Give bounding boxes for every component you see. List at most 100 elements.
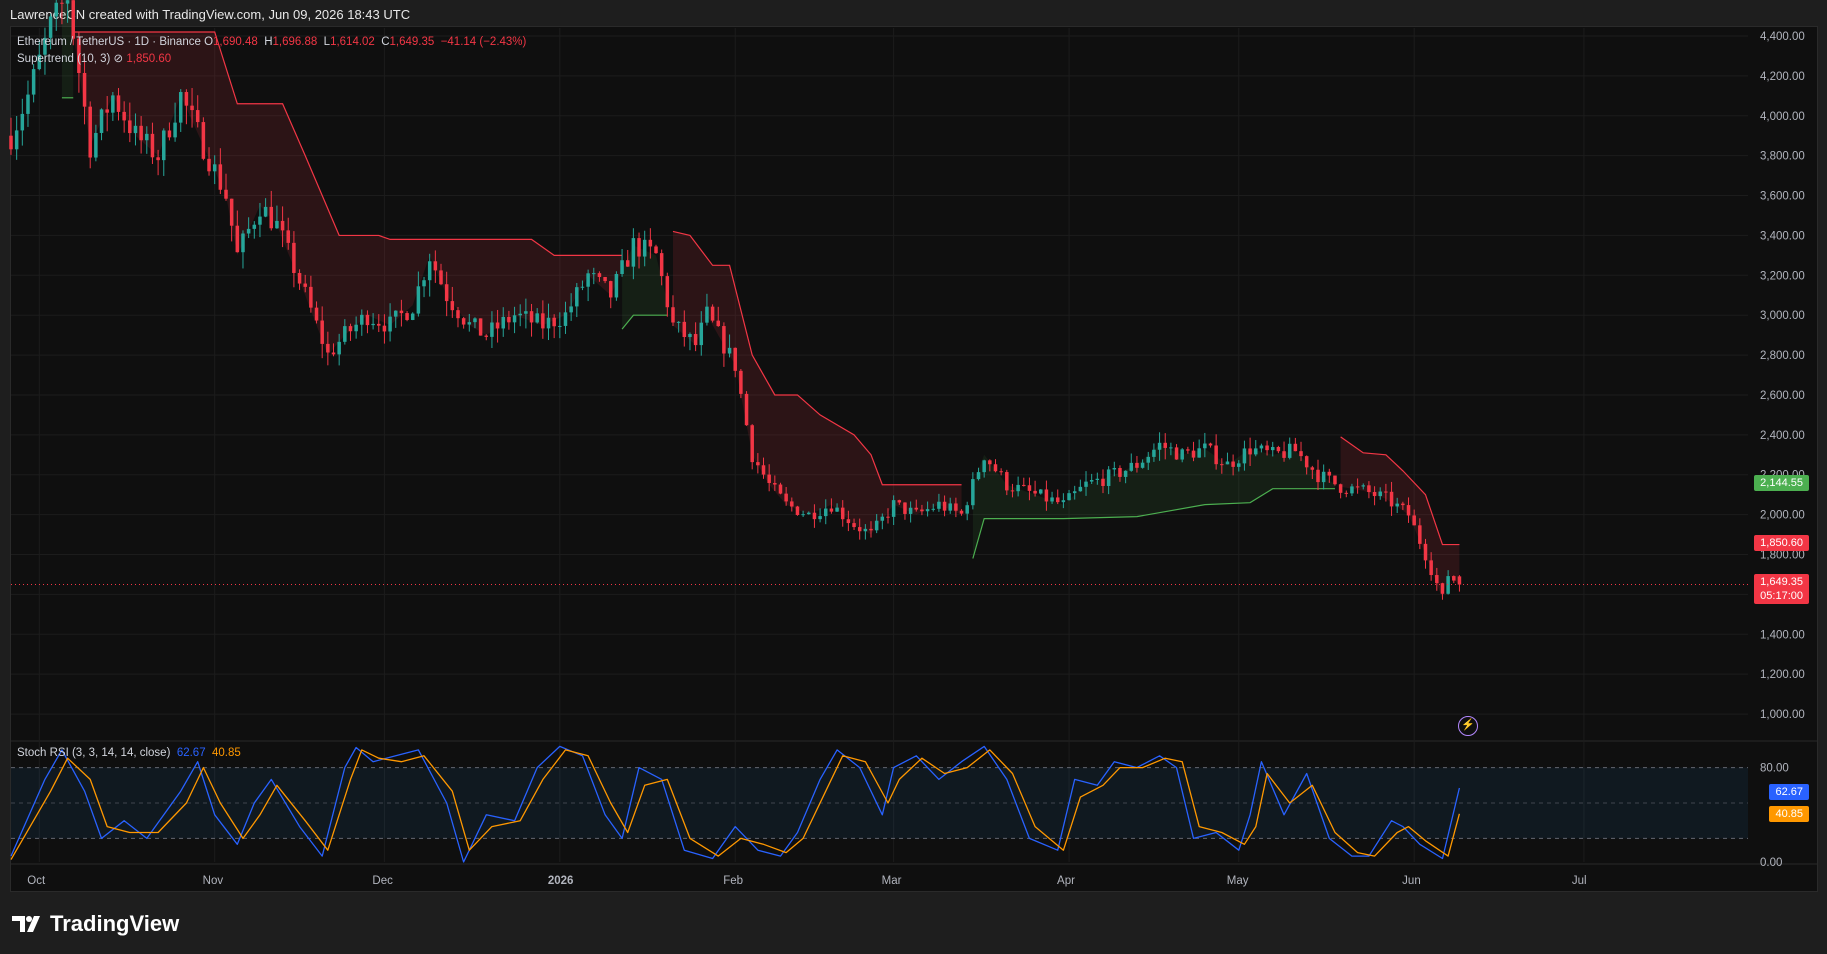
candle-body [360,314,364,325]
candle-body [580,286,585,288]
lightning-icon[interactable]: ⚡ [1458,716,1478,736]
stoch-axis-tick-label: 80.00 [1760,763,1789,775]
candle-body [948,503,952,511]
candle-body [931,508,936,510]
candle-body [1112,468,1117,470]
candle-body [1152,449,1156,457]
candle-body [659,253,664,277]
candle-body [1237,463,1241,467]
candle-body [524,311,528,314]
candle-body [1027,485,1032,491]
candle-body [880,516,885,521]
candle-body [1214,445,1218,465]
candle-body [512,315,517,323]
supertrend-fill-up [972,444,1335,559]
y-axis-tick-label: 1,800.00 [1760,550,1805,562]
candle-body [1355,486,1360,488]
indicator-name[interactable]: Supertrend (10, 3) [17,53,111,65]
x-axis-tick-label: Oct [27,875,46,887]
candle-body [377,323,381,326]
candle-body [965,505,969,514]
candle-body [976,472,981,480]
candle-body [1406,505,1411,516]
candle-body [823,508,828,517]
candle-body [1452,576,1456,581]
candle-body [1033,490,1037,494]
stoch-series-k [10,745,1461,863]
candle-body [48,16,53,38]
stoch-legend[interactable]: Stoch RSI (3, 3, 14, 14, close) 62.67 40… [17,747,241,759]
tradingview-mark-icon [12,916,40,932]
candle-body [507,316,511,323]
x-axis-tick-label: May [1227,875,1249,887]
candle-body [699,322,704,346]
candle-body [518,313,522,316]
candle-body [1095,478,1100,481]
candle-body [727,347,732,354]
stoch-name[interactable]: Stoch RSI (3, 3, 14, 14, close) [17,747,171,759]
eye-off-icon[interactable]: ⊘ [113,53,124,65]
candle-body [812,512,817,520]
tradingview-logo[interactable]: TradingView [12,911,179,937]
candle-body [326,343,330,353]
candle-body [761,465,766,475]
candle-body [597,273,602,277]
candle-body [790,501,794,507]
candle-body [886,516,890,518]
candle-body [693,334,698,346]
candle-body [795,506,800,515]
candle-body [1135,462,1139,468]
candle-body [1254,448,1258,455]
x-axis-tick-label: Mar [882,875,902,887]
candle-body [818,516,822,520]
candle-body [1378,491,1382,497]
supertrend-line-down [73,31,623,256]
candle-body [31,69,36,95]
candle-body [546,317,551,329]
candle-body [1044,489,1049,502]
candle-body [1220,464,1224,466]
candle-body [393,310,398,317]
candle-body [116,95,121,112]
candle-body [569,306,573,313]
candle-body [1078,486,1083,492]
candle-body [1350,486,1354,494]
y-axis-tick-label: 3,600.00 [1760,191,1805,203]
candle-body [920,509,924,512]
candle-body [150,133,155,158]
candle-body [1287,443,1292,458]
candle-body [348,326,353,332]
candle-body [631,238,636,267]
candle-body [1276,447,1281,452]
candle-body [1231,461,1235,467]
symbol-legend-row[interactable]: Ethereum / TetherUS · 1D · Binance O1,69… [17,34,526,51]
symbol-name[interactable]: Ethereum / TetherUS · 1D · Binance [17,36,201,48]
candle-body [218,164,223,190]
candle-body [959,510,964,514]
y-axis-tick-label: 4,000.00 [1760,111,1805,123]
candle-body [914,507,919,510]
candle-body [739,370,743,394]
candle-body [1101,478,1105,486]
x-axis-tick-label: 2026 [548,875,574,887]
candle-body [999,471,1003,473]
candle-body [382,325,387,332]
candle-body [903,502,907,514]
candle-body [473,318,477,323]
indicator-legend-row[interactable]: Supertrend (10, 3) ⊘ 1,850.60 [17,51,526,68]
last-price-value: 1,649.35 [1760,576,1803,588]
candle-body [722,326,726,354]
candle-body [954,503,958,511]
candle-body [869,528,873,531]
candle-body [925,509,930,512]
candle-body [846,519,851,524]
candle-body [1270,447,1275,451]
low-label: L [323,36,331,48]
y-axis-tick-label: 2,600.00 [1760,390,1805,402]
candle-body [139,125,143,141]
candle-body [478,318,483,336]
candle-body [235,225,240,253]
candle-body [829,508,834,512]
candle-body [891,500,896,517]
